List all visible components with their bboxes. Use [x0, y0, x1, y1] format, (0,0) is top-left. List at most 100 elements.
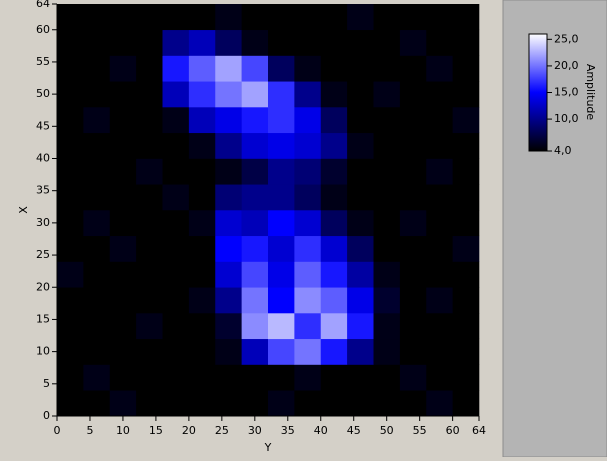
heatmap-cell: [188, 4, 216, 31]
heatmap-cell: [268, 184, 295, 211]
y-tick-label: 25: [36, 248, 50, 261]
heatmap-cell: [83, 261, 111, 288]
heatmap-cell: [452, 390, 480, 417]
heatmap-cell: [83, 364, 111, 391]
heatmap-cell: [452, 55, 480, 82]
heatmap-cell: [188, 390, 216, 417]
heatmap-cell: [109, 107, 137, 134]
heatmap-cell: [452, 338, 480, 365]
heatmap-cell: [162, 364, 190, 391]
heatmap-cell: [452, 210, 480, 237]
heatmap-cell: [268, 210, 295, 237]
heatmap-cell: [57, 287, 84, 314]
heatmap-cell: [162, 132, 190, 159]
heatmap-cell: [136, 210, 163, 237]
heatmap-cell: [215, 313, 242, 340]
heatmap-cell: [57, 210, 84, 237]
colorbar-tick-label: 15,0: [554, 86, 579, 99]
heatmap-cell: [57, 4, 84, 31]
heatmap-cell: [268, 313, 295, 340]
heatmap-cell: [109, 29, 137, 56]
heatmap-cell: [83, 132, 111, 159]
heatmap-cell: [294, 4, 322, 31]
heatmap-cell: [373, 261, 401, 288]
y-tick-label: 10: [36, 345, 50, 358]
y-tick-label: 64: [36, 0, 50, 10]
heatmap-cell: [373, 235, 401, 262]
heatmap-cell: [320, 390, 348, 417]
heatmap-cell: [188, 338, 216, 365]
heatmap-cell: [373, 313, 401, 340]
heatmap-cell: [241, 390, 269, 417]
heatmap-cell: [373, 287, 401, 314]
heatmap-cell: [452, 261, 480, 288]
heatmap-cell: [83, 210, 111, 237]
heatmap-cell: [241, 81, 269, 108]
heatmap-cell: [188, 364, 216, 391]
heatmap-cell: [347, 287, 374, 314]
heatmap-cell: [452, 107, 480, 134]
heatmap-cell: [83, 184, 111, 211]
heatmap-cell: [241, 364, 269, 391]
heatmap-cell: [136, 184, 163, 211]
x-tick-label: 60: [446, 424, 460, 437]
heatmap-cell: [162, 107, 190, 134]
colorbar-tick-label: 4,0: [554, 144, 572, 157]
heatmap-cell: [320, 364, 348, 391]
heatmap-cell: [241, 132, 269, 159]
heatmap-cell: [57, 338, 84, 365]
heatmap-cell: [268, 338, 295, 365]
heatmap-cell: [426, 261, 453, 288]
heatmap-cell: [215, 390, 242, 417]
heatmap-cell: [426, 158, 453, 185]
heatmap-cell: [294, 235, 322, 262]
heatmap-cell: [188, 313, 216, 340]
heatmap-cell: [136, 29, 163, 56]
heatmap-cell: [373, 55, 401, 82]
y-axis-label: X: [17, 206, 30, 214]
heatmap-cell: [268, 55, 295, 82]
y-tick-label: 5: [43, 377, 50, 390]
heatmap-cell: [320, 107, 348, 134]
heatmap-cell: [320, 29, 348, 56]
heatmap-cell: [399, 81, 427, 108]
heatmap-cell: [136, 364, 163, 391]
heatmap-cell: [109, 4, 137, 31]
heatmap-cell: [399, 261, 427, 288]
heatmap-cell: [57, 107, 84, 134]
heatmap-cell: [452, 235, 480, 262]
heatmap-cell: [241, 261, 269, 288]
heatmap-cell: [347, 364, 374, 391]
heatmap-cell: [57, 29, 84, 56]
heatmap-cell: [109, 55, 137, 82]
heatmap-cell: [241, 55, 269, 82]
y-tick-label: 40: [36, 152, 50, 165]
heatmap-cell: [452, 132, 480, 159]
heatmap-cell: [188, 55, 216, 82]
heatmap-cell: [294, 287, 322, 314]
heatmap-cell: [347, 55, 374, 82]
heatmap-cell: [162, 55, 190, 82]
colorbar-tick-label: 20,0: [554, 59, 579, 72]
heatmap-cell: [136, 338, 163, 365]
heatmap-cell: [347, 29, 374, 56]
heatmap-cell: [320, 287, 348, 314]
heatmap-cell: [57, 158, 84, 185]
heatmap-cell: [83, 55, 111, 82]
heatmap-cell: [136, 390, 163, 417]
heatmap-cell: [399, 184, 427, 211]
legend-panel: [502, 0, 607, 458]
heatmap-cell: [399, 313, 427, 340]
heatmap-cell: [188, 184, 216, 211]
heatmap-cell: [162, 4, 190, 31]
heatmap-cell: [452, 313, 480, 340]
heatmap-cell: [294, 210, 322, 237]
heatmap-cell: [452, 4, 480, 31]
x-tick-label: 64: [472, 424, 486, 437]
heatmap-cell: [347, 313, 374, 340]
heatmap-cell: [136, 4, 163, 31]
heatmap-cell: [215, 132, 242, 159]
heatmap-cell: [294, 313, 322, 340]
heatmap-cell: [294, 132, 322, 159]
